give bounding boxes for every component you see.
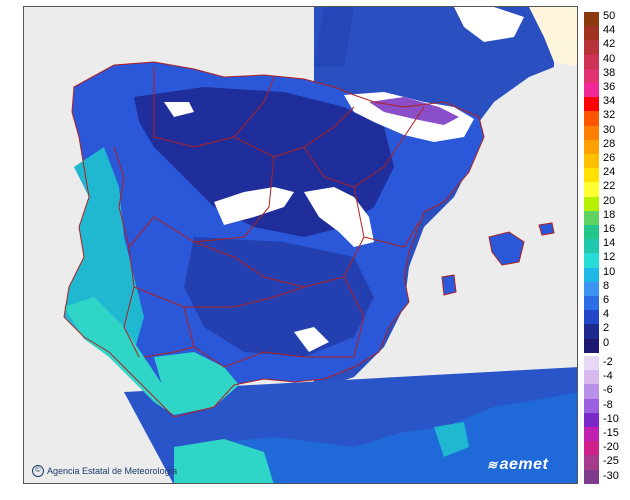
legend-label: 44 [603, 24, 616, 37]
legend-swatch [584, 281, 599, 296]
legend-swatch [584, 310, 599, 325]
pyrenees-peaks [369, 97, 459, 125]
legend-label: 50 [603, 10, 616, 22]
africa-teal-2 [434, 422, 469, 457]
legend-label: 4 [603, 308, 610, 321]
legend-swatch [584, 68, 599, 83]
agency-name: Agencia Estatal de Meteorología [47, 466, 178, 476]
legend-swatch [584, 398, 599, 413]
legend-label: 10 [603, 265, 616, 278]
legend-label: 24 [603, 166, 616, 179]
legend-label: -25 [603, 455, 619, 468]
legend-swatch [584, 54, 599, 69]
legend-label: 14 [603, 237, 616, 250]
legend-label: -4 [603, 370, 613, 383]
legend-label: 6 [603, 294, 610, 306]
cantabrian-snow [164, 102, 194, 117]
legend-label: 34 [603, 95, 616, 108]
legend-swatch [584, 26, 599, 41]
legend-swatch [584, 168, 599, 183]
legend-swatch [584, 427, 599, 442]
menorca [539, 223, 554, 235]
ibiza [442, 275, 456, 295]
legend-swatch [584, 441, 599, 456]
legend-label: -10 [603, 412, 619, 425]
island-borders [441, 222, 555, 296]
legend-swatch [584, 97, 599, 112]
legend-label: 12 [603, 251, 616, 264]
legend-label: -15 [603, 427, 619, 439]
alps-snow [454, 7, 524, 42]
south-plateau [184, 237, 374, 357]
legend-swatch [584, 239, 599, 254]
copyright-icon: © [32, 465, 44, 477]
legend-label: -8 [603, 398, 613, 411]
map-canvas [24, 7, 577, 483]
legend-swatch [584, 196, 599, 211]
legend-swatch [584, 267, 599, 282]
legend-swatch [584, 253, 599, 268]
legend-label: 8 [603, 279, 610, 292]
mallorca [489, 232, 524, 265]
agency-credit: © Agencia Estatal de Meteorología [32, 465, 177, 477]
legend-label: 32 [603, 109, 616, 122]
legend-swatch [584, 182, 599, 197]
sierra-nevada-snow [294, 327, 329, 352]
algarve-coast [64, 297, 174, 415]
legend-swatch [584, 125, 599, 140]
legend-label: 26 [603, 152, 616, 164]
legend-swatch [584, 370, 599, 385]
legend-label: 30 [603, 123, 616, 136]
aemet-wordmark: aemet [499, 456, 549, 473]
biscay-sea [314, 7, 354, 67]
aemet-symbol-icon: ≋ [487, 458, 498, 472]
legend-label: 38 [603, 66, 616, 79]
region-borders [63, 61, 485, 418]
legend-swatch [584, 225, 599, 240]
legend-label: 0 [603, 336, 610, 349]
legend-swatch [584, 296, 599, 311]
legend-label: 28 [603, 137, 616, 150]
legend-swatch [584, 384, 599, 399]
legend-label: -30 [603, 469, 619, 482]
legend-label: 20 [603, 194, 616, 207]
legend-swatch [584, 40, 599, 55]
legend-label: 36 [603, 81, 616, 93]
legend-swatch [584, 455, 599, 470]
legend-label: 42 [603, 38, 616, 51]
central-range-snow [214, 187, 294, 225]
legend-swatch [584, 111, 599, 126]
africa-teal [174, 439, 274, 483]
legend-label: 18 [603, 208, 616, 221]
legend-label: -2 [603, 356, 613, 368]
legend-label: -6 [603, 384, 613, 397]
legend-label: -20 [603, 441, 619, 454]
guadalquivir-valley [154, 352, 239, 415]
legend-swatch [584, 154, 599, 169]
legend-swatch [584, 139, 599, 154]
france-region [529, 7, 577, 67]
legend-swatch [584, 324, 599, 339]
temperature-map [23, 6, 578, 484]
legend-swatch [584, 338, 599, 353]
legend-swatch [584, 83, 599, 98]
north-africa [174, 392, 577, 483]
legend-swatch [584, 12, 599, 27]
legend-label: 22 [603, 180, 616, 193]
legend-swatch [584, 210, 599, 225]
temperature-legend: 50 44 42 40 38 36 34 32 30 28 26 24 22 20 18 16 14 12 10 8 6… [584, 10, 630, 490]
legend-swatch [584, 356, 599, 371]
legend-label: 2 [603, 322, 610, 335]
legend-label: 40 [603, 52, 616, 65]
legend-swatch [584, 412, 599, 427]
legend-swatch [584, 469, 599, 484]
aemet-logo: ≋ aemet [487, 456, 548, 474]
legend-label: 16 [603, 223, 616, 235]
